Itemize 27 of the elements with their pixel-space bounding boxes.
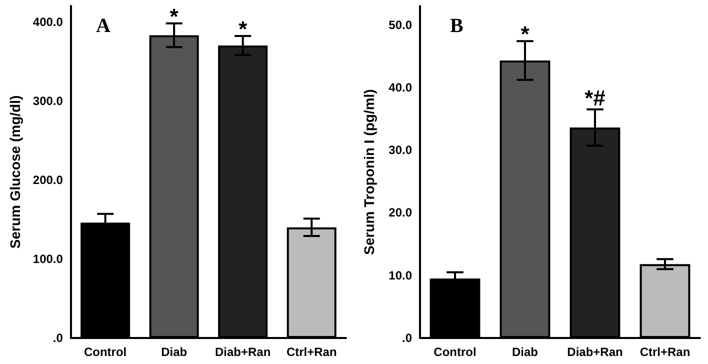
y-tick-label: 50.0 [388,18,412,32]
annotation: B [450,15,464,37]
y-axis-title: Serum Glucose (mg/dl) [7,95,23,249]
annotation: A [96,15,111,37]
annotation: * [170,4,179,29]
y-tick-label: 20.0 [388,206,412,220]
x-tick-label: Diab+Ran [567,345,623,359]
y-tick-label: .0 [402,331,412,345]
y-tick-label: 10.0 [388,268,412,282]
y-tick-label: 30.0 [388,143,412,158]
y-axis-title: Serum Troponin I (pg/ml) [361,89,377,255]
y-tick-label: 40.0 [388,80,412,94]
x-tick-label: Control [84,345,127,359]
annotation: * [520,22,530,47]
x-tick-label: Control [434,345,476,359]
x-tick-label: Ctrl+Ran [640,345,690,359]
y-tick-label: 300.0 [32,94,64,108]
x-tick-label: Diab [161,345,188,359]
x-tick-label: Diab+Ran [215,345,271,359]
y-tick-label: 400.0 [32,14,64,29]
x-tick-label: Diab [512,345,538,359]
annotation: * [238,16,248,42]
y-tick-label: 100.0 [32,252,64,266]
x-tick-label: Ctrl+Ran [286,345,337,359]
y-tick-label: .0 [52,331,64,345]
annotation: *# [584,85,606,110]
y-tick-label: 200.0 [32,172,64,187]
